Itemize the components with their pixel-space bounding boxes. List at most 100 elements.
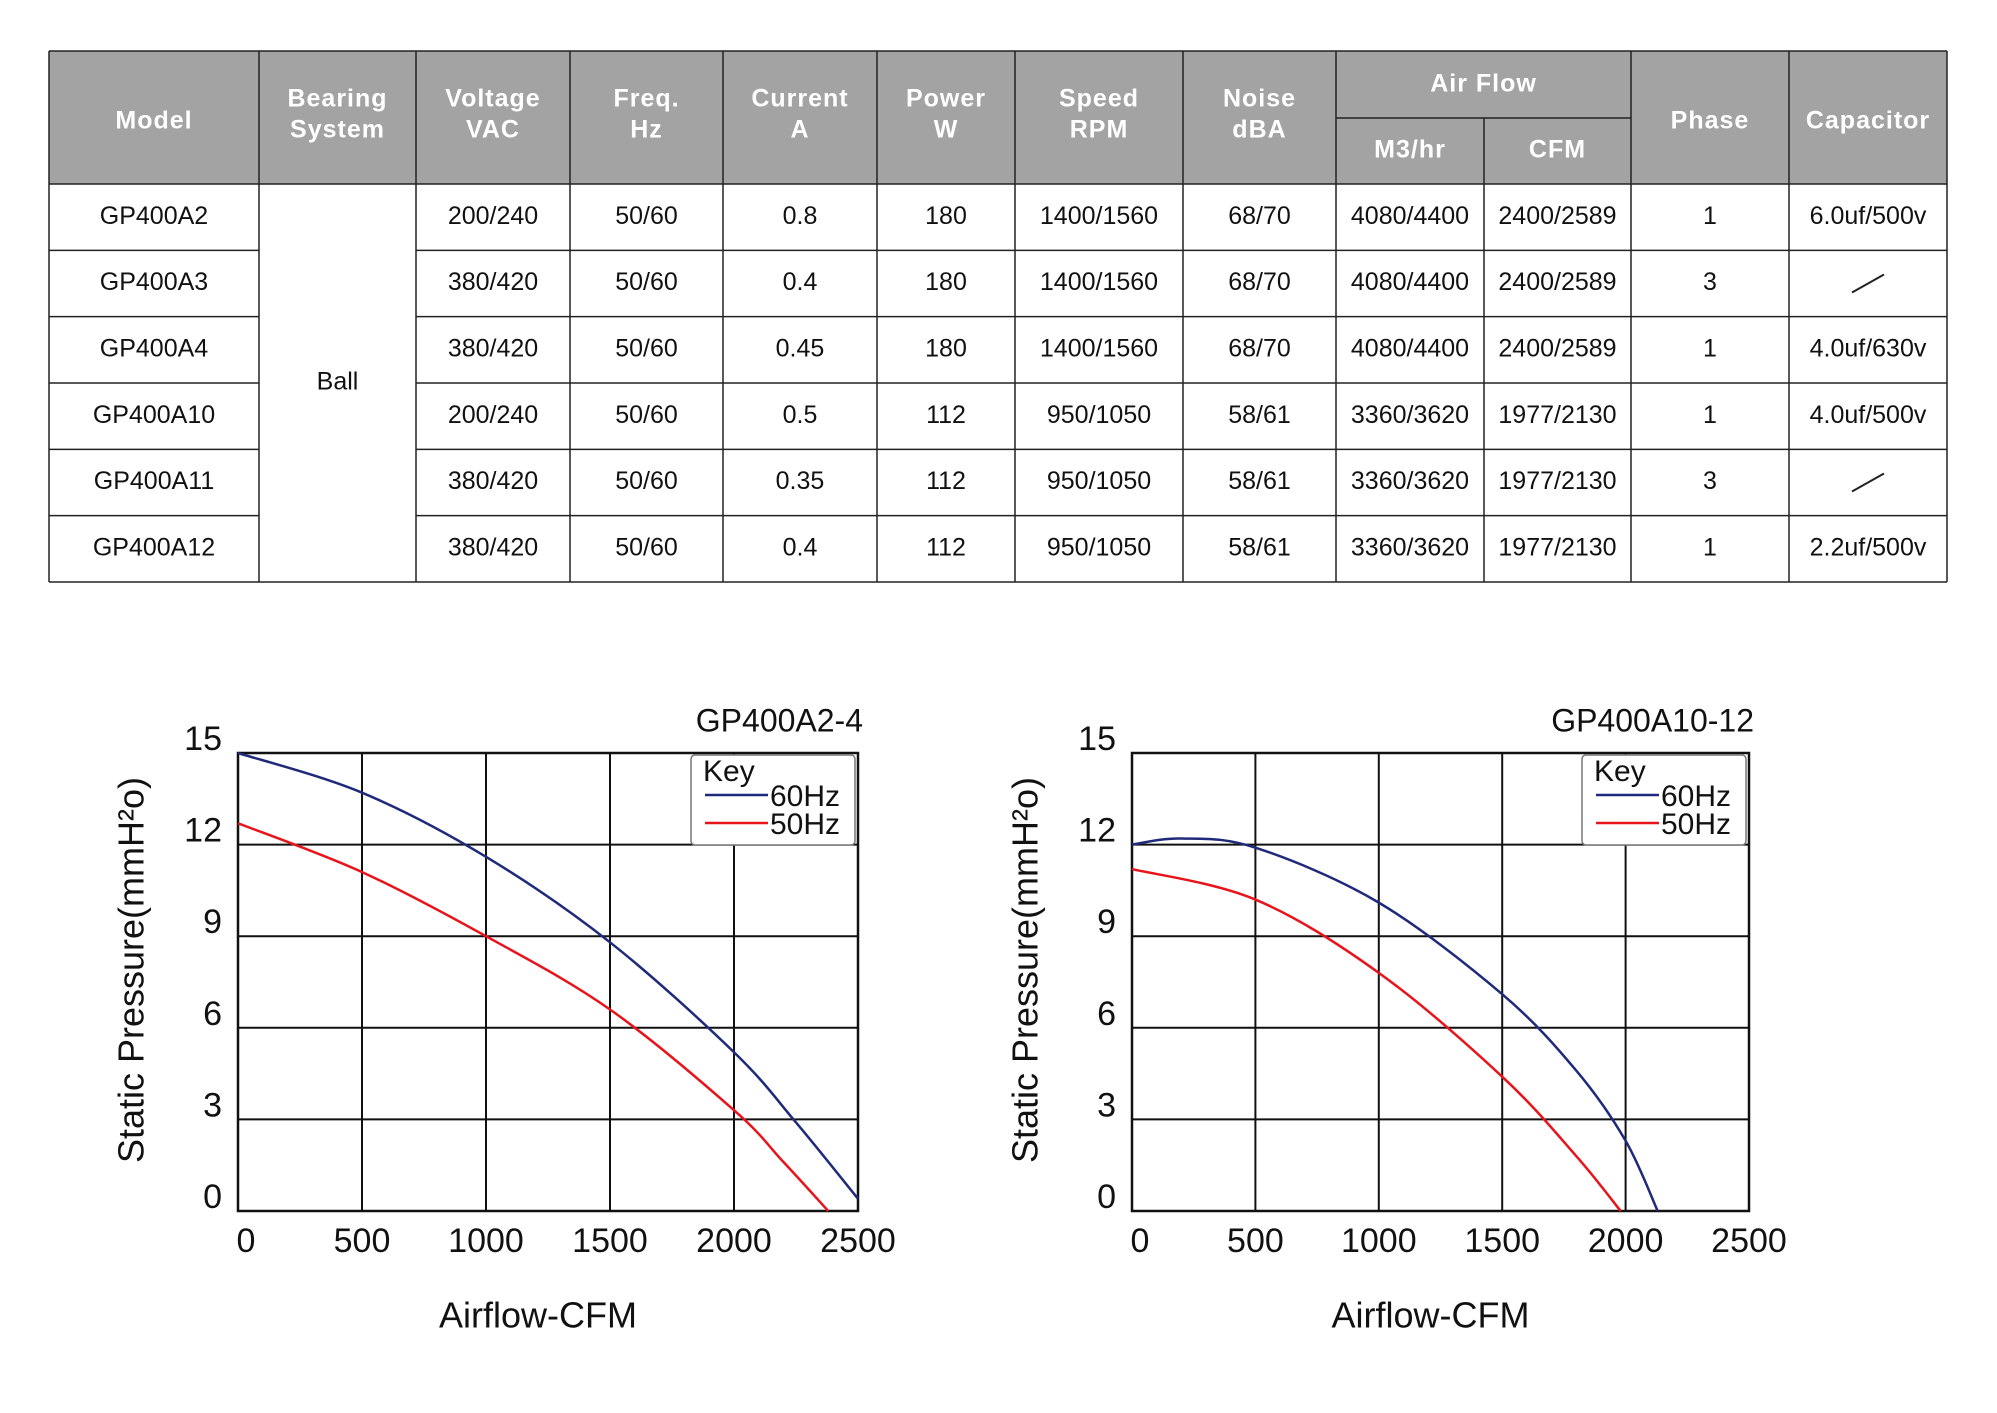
y-tick-label: 9 bbox=[203, 903, 222, 941]
table-cell: 68/70 bbox=[1228, 334, 1291, 362]
curve bbox=[1131, 837, 1659, 1212]
table-header: VAC bbox=[466, 116, 520, 144]
table-cell: 200/240 bbox=[448, 401, 538, 429]
table-cell: 58/61 bbox=[1228, 467, 1291, 495]
table-cell: 2.2uf/500v bbox=[1810, 533, 1927, 561]
table-cell: 950/1050 bbox=[1047, 401, 1151, 429]
table-header: Hz bbox=[630, 116, 663, 144]
x-tick-label: 2500 bbox=[820, 1222, 896, 1260]
curve bbox=[1131, 867, 1622, 1212]
table-cell: 112 bbox=[926, 533, 966, 561]
table-header: System bbox=[290, 116, 385, 144]
table-cell: GP400A10 bbox=[93, 401, 215, 429]
y-tick-label: 15 bbox=[184, 720, 222, 758]
table-cell: 380/420 bbox=[448, 533, 538, 561]
table-cell: 1977/2130 bbox=[1498, 533, 1616, 561]
y-tick-label: 3 bbox=[1097, 1086, 1116, 1124]
table-cell: 950/1050 bbox=[1047, 467, 1151, 495]
y-tick-label: 3 bbox=[203, 1086, 222, 1124]
table-header: Capacitor bbox=[1806, 107, 1930, 135]
x-tick-label: 2000 bbox=[1588, 1222, 1664, 1260]
x-axis-title: Airflow-CFM bbox=[439, 1295, 637, 1336]
table-cell: 180 bbox=[925, 202, 967, 230]
x-tick-label: 0 bbox=[1131, 1222, 1150, 1260]
table-cell: 3360/3620 bbox=[1351, 401, 1469, 429]
table-cell: Ball bbox=[317, 368, 359, 396]
table-cell: 0.4 bbox=[783, 268, 818, 296]
chart-title: GP400A2-4 bbox=[696, 702, 863, 738]
table-cell: 112 bbox=[926, 467, 966, 495]
table-cell: 50/60 bbox=[615, 268, 678, 296]
y-tick-label: 9 bbox=[1097, 903, 1116, 941]
table-cell: 3360/3620 bbox=[1351, 533, 1469, 561]
y-tick-label: 6 bbox=[1097, 995, 1116, 1033]
table-cell: 1400/1560 bbox=[1040, 202, 1158, 230]
table-cell: 380/420 bbox=[448, 467, 538, 495]
x-tick-label: 0 bbox=[237, 1222, 256, 1260]
table-cell: 4080/4400 bbox=[1351, 334, 1469, 362]
table-cell: 2400/2589 bbox=[1498, 268, 1616, 296]
table-cell: 1 bbox=[1703, 334, 1717, 362]
table-cell: 50/60 bbox=[615, 467, 678, 495]
table-cell: 380/420 bbox=[448, 334, 538, 362]
table-group-header: Air Flow bbox=[1430, 70, 1537, 98]
table-cell: 3360/3620 bbox=[1351, 467, 1469, 495]
table-cell: 68/70 bbox=[1228, 268, 1291, 296]
table-header: Current bbox=[751, 85, 848, 113]
table-header: A bbox=[790, 116, 809, 144]
x-tick-label: 2500 bbox=[1711, 1222, 1787, 1260]
table-cell: GP400A11 bbox=[94, 467, 214, 495]
table-cell: 0.8 bbox=[783, 202, 818, 230]
table-cell: 50/60 bbox=[615, 202, 678, 230]
table-cell: 58/61 bbox=[1228, 533, 1291, 561]
table-cell: 0.5 bbox=[783, 401, 818, 429]
table-cell: 2400/2589 bbox=[1498, 202, 1616, 230]
table-cell: 112 bbox=[926, 401, 966, 429]
chart-title: GP400A10-12 bbox=[1551, 702, 1754, 738]
table-header: RPM bbox=[1070, 116, 1129, 144]
y-tick-label: 0 bbox=[203, 1178, 222, 1216]
plot-frame bbox=[1130, 751, 1751, 1213]
y-tick-label: 12 bbox=[1078, 812, 1116, 850]
table-cell: 380/420 bbox=[448, 268, 538, 296]
y-tick-label: 15 bbox=[1078, 720, 1116, 758]
table-header: W bbox=[934, 116, 959, 144]
table-cell: 180 bbox=[925, 334, 967, 362]
table-cell: 1 bbox=[1703, 533, 1717, 561]
y-tick-label: 12 bbox=[184, 812, 222, 850]
table-cell: 0.35 bbox=[776, 467, 825, 495]
legend-label: 60Hz bbox=[1661, 780, 1731, 813]
table-header: Bearing bbox=[287, 85, 387, 113]
x-tick-label: 2000 bbox=[696, 1222, 772, 1260]
legend-label: 60Hz bbox=[770, 780, 840, 813]
x-tick-label: 1500 bbox=[572, 1222, 648, 1260]
table-cell: GP400A4 bbox=[100, 334, 209, 362]
table-cell: GP400A12 bbox=[93, 533, 215, 561]
table-cell: GP400A2 bbox=[100, 202, 208, 230]
table-cell: 1977/2130 bbox=[1498, 467, 1616, 495]
empty-slash bbox=[1851, 472, 1885, 493]
table-header: dBA bbox=[1232, 116, 1286, 144]
table-cell: 1400/1560 bbox=[1040, 268, 1158, 296]
table-header: Noise bbox=[1223, 85, 1296, 113]
x-tick-label: 1500 bbox=[1464, 1222, 1540, 1260]
table-cell: 0.45 bbox=[776, 334, 825, 362]
table-header: Voltage bbox=[445, 85, 540, 113]
table-header: CFM bbox=[1529, 136, 1586, 164]
table-cell: 3 bbox=[1703, 268, 1717, 296]
table-cell: 3 bbox=[1703, 467, 1717, 495]
table-cell: GP400A3 bbox=[100, 268, 208, 296]
table-cell: 4.0uf/500v bbox=[1810, 401, 1927, 429]
table-cell: 2400/2589 bbox=[1498, 334, 1616, 362]
table-cell: 4080/4400 bbox=[1351, 202, 1469, 230]
legend-title: Key bbox=[1594, 755, 1646, 788]
curve bbox=[237, 751, 859, 1200]
plot-frame bbox=[236, 751, 860, 1213]
y-tick-label: 0 bbox=[1097, 1178, 1116, 1216]
table-header: Model bbox=[115, 107, 192, 135]
x-tick-label: 500 bbox=[334, 1222, 391, 1260]
table-cell: 58/61 bbox=[1228, 401, 1291, 429]
table-cell: 50/60 bbox=[615, 401, 678, 429]
table-cell: 1400/1560 bbox=[1040, 334, 1158, 362]
